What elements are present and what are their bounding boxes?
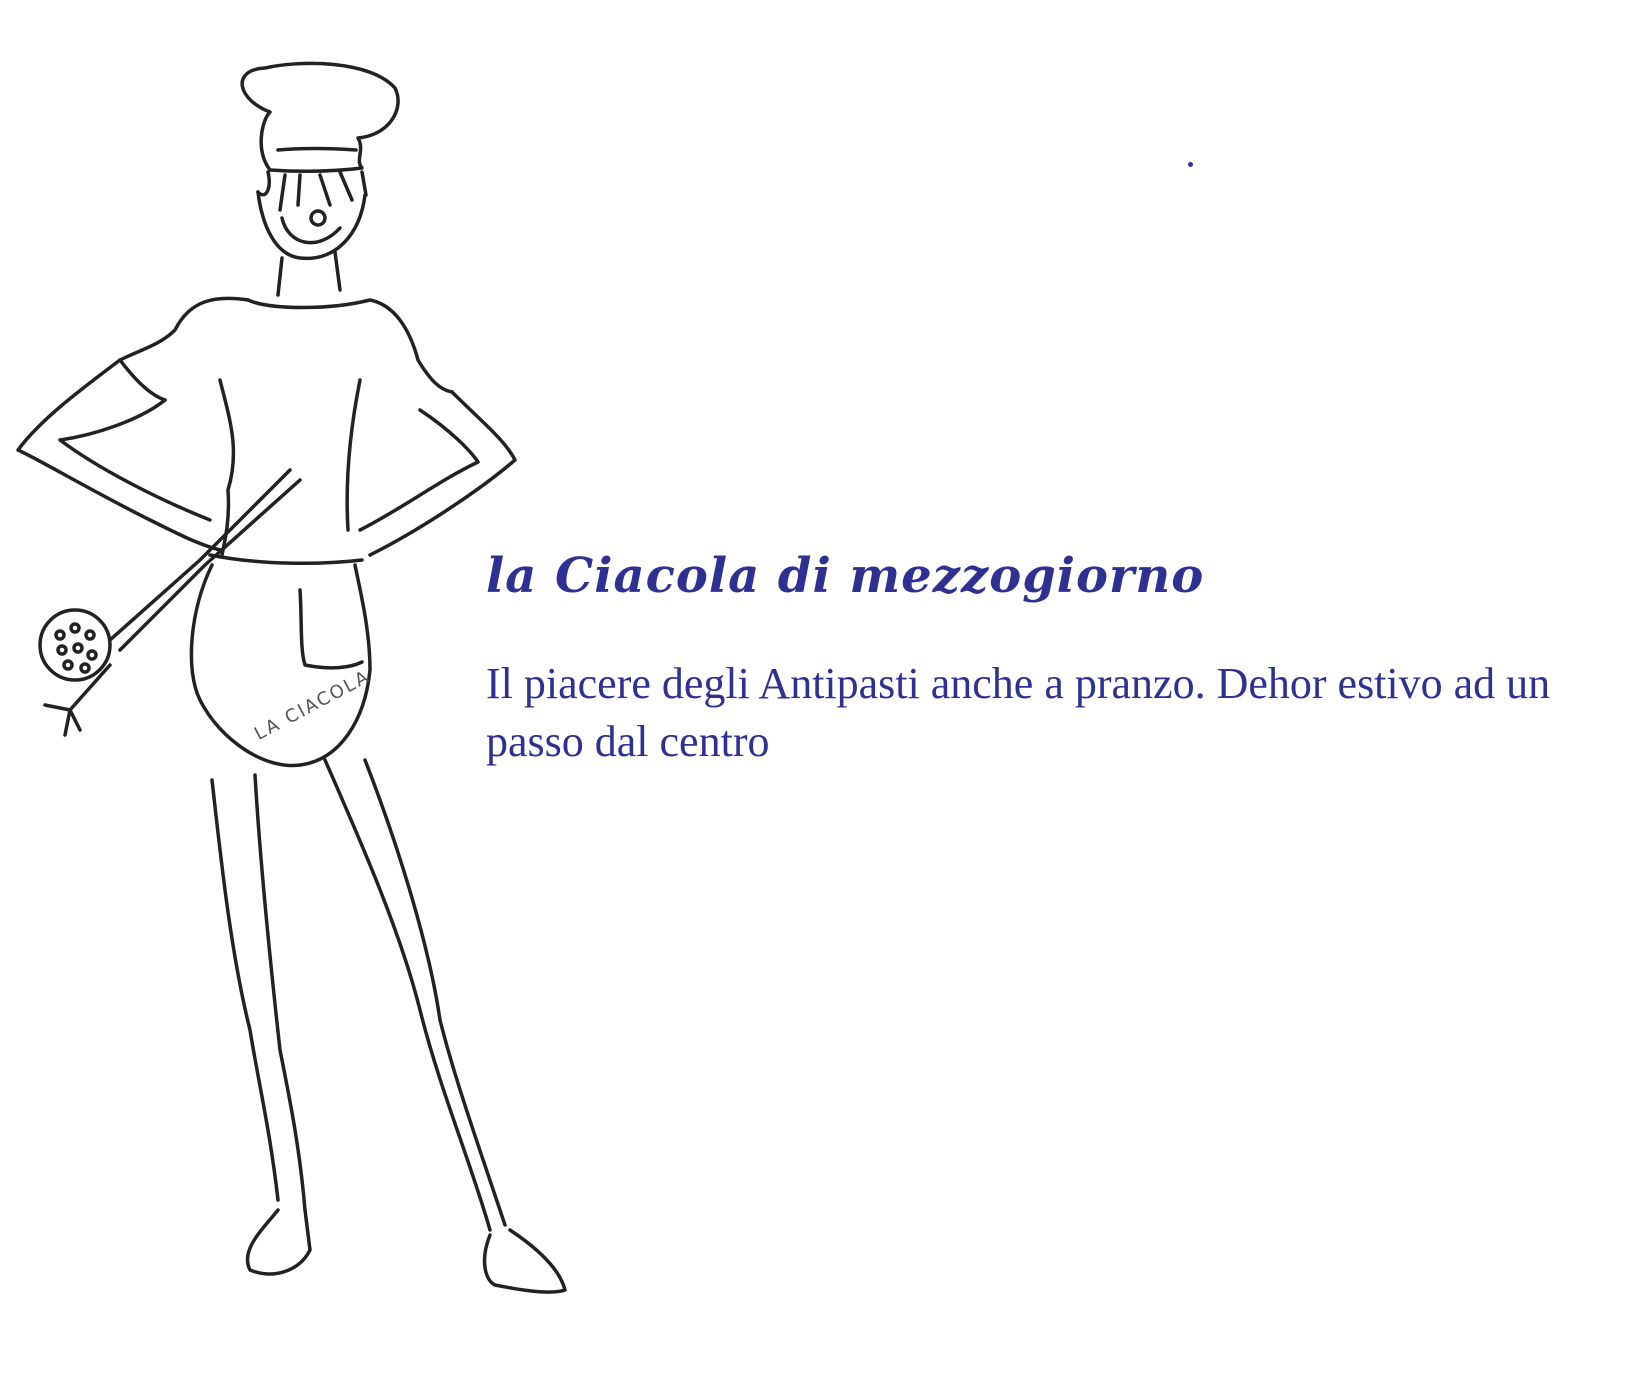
headline: la Ciacola di mezzogiorno: [486, 548, 1205, 604]
description: Il piacere degli Antipasti anche a pranz…: [486, 659, 1551, 766]
svg-text:LA CIACOLA: LA CIACOLA: [251, 666, 374, 745]
dot-mark: [1188, 162, 1193, 167]
chef-illustration: LA CIACOLA: [0, 0, 600, 1377]
